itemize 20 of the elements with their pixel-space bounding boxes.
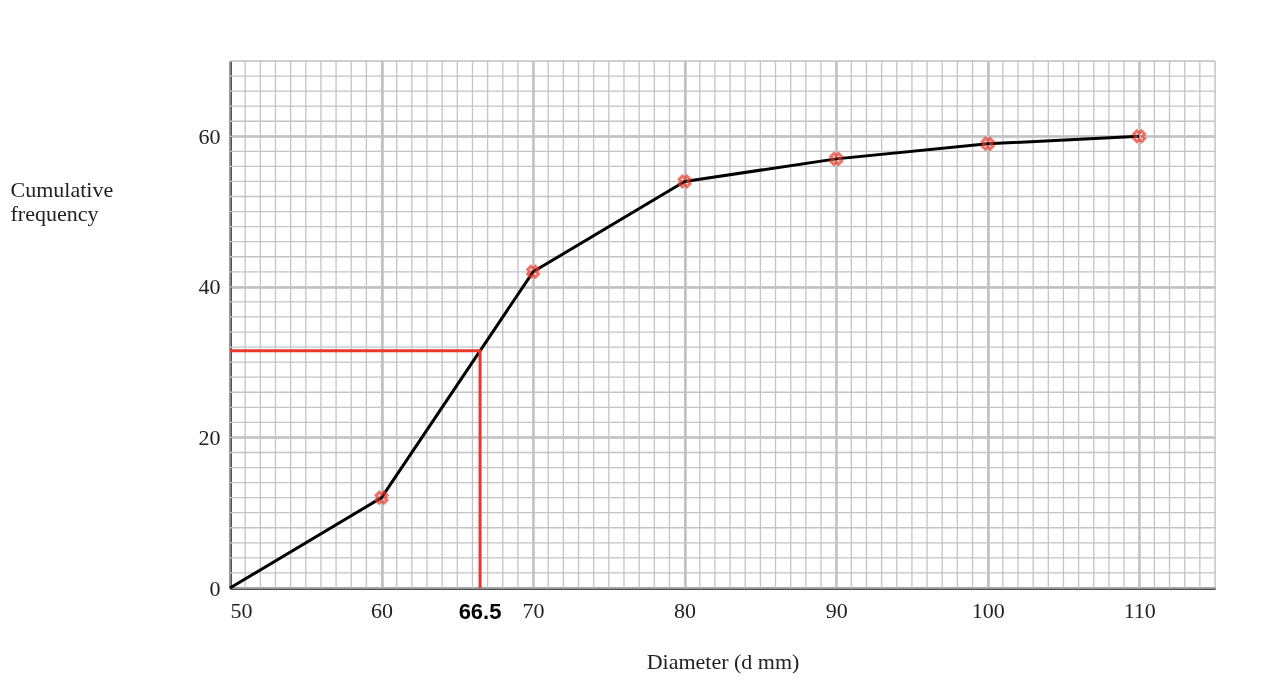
y-axis-title: Cumulative frequency — [10, 176, 114, 226]
x-tick-label: 70 — [522, 597, 545, 623]
y-tick-label: 60 — [198, 123, 221, 149]
x-tick-label: 50 — [230, 597, 253, 623]
x-tick-label: 80 — [674, 597, 697, 623]
point — [980, 136, 995, 151]
annotation: 66.5 — [458, 599, 502, 624]
x-axis-title: Diameter (d mm) — [646, 648, 800, 674]
point — [526, 264, 540, 279]
y-tick-label: 0 — [209, 575, 221, 601]
y-tick-label: 20 — [198, 424, 221, 450]
x-tick-label: 60 — [371, 597, 394, 623]
x-tick-label: 100 — [971, 597, 1005, 623]
point — [677, 174, 692, 189]
point — [829, 151, 844, 166]
x-tick-label: 90 — [825, 597, 848, 623]
y-tick-label: 40 — [198, 274, 221, 300]
point — [1132, 129, 1147, 144]
x-tick-label: 110 — [1123, 597, 1156, 623]
point — [374, 490, 389, 505]
